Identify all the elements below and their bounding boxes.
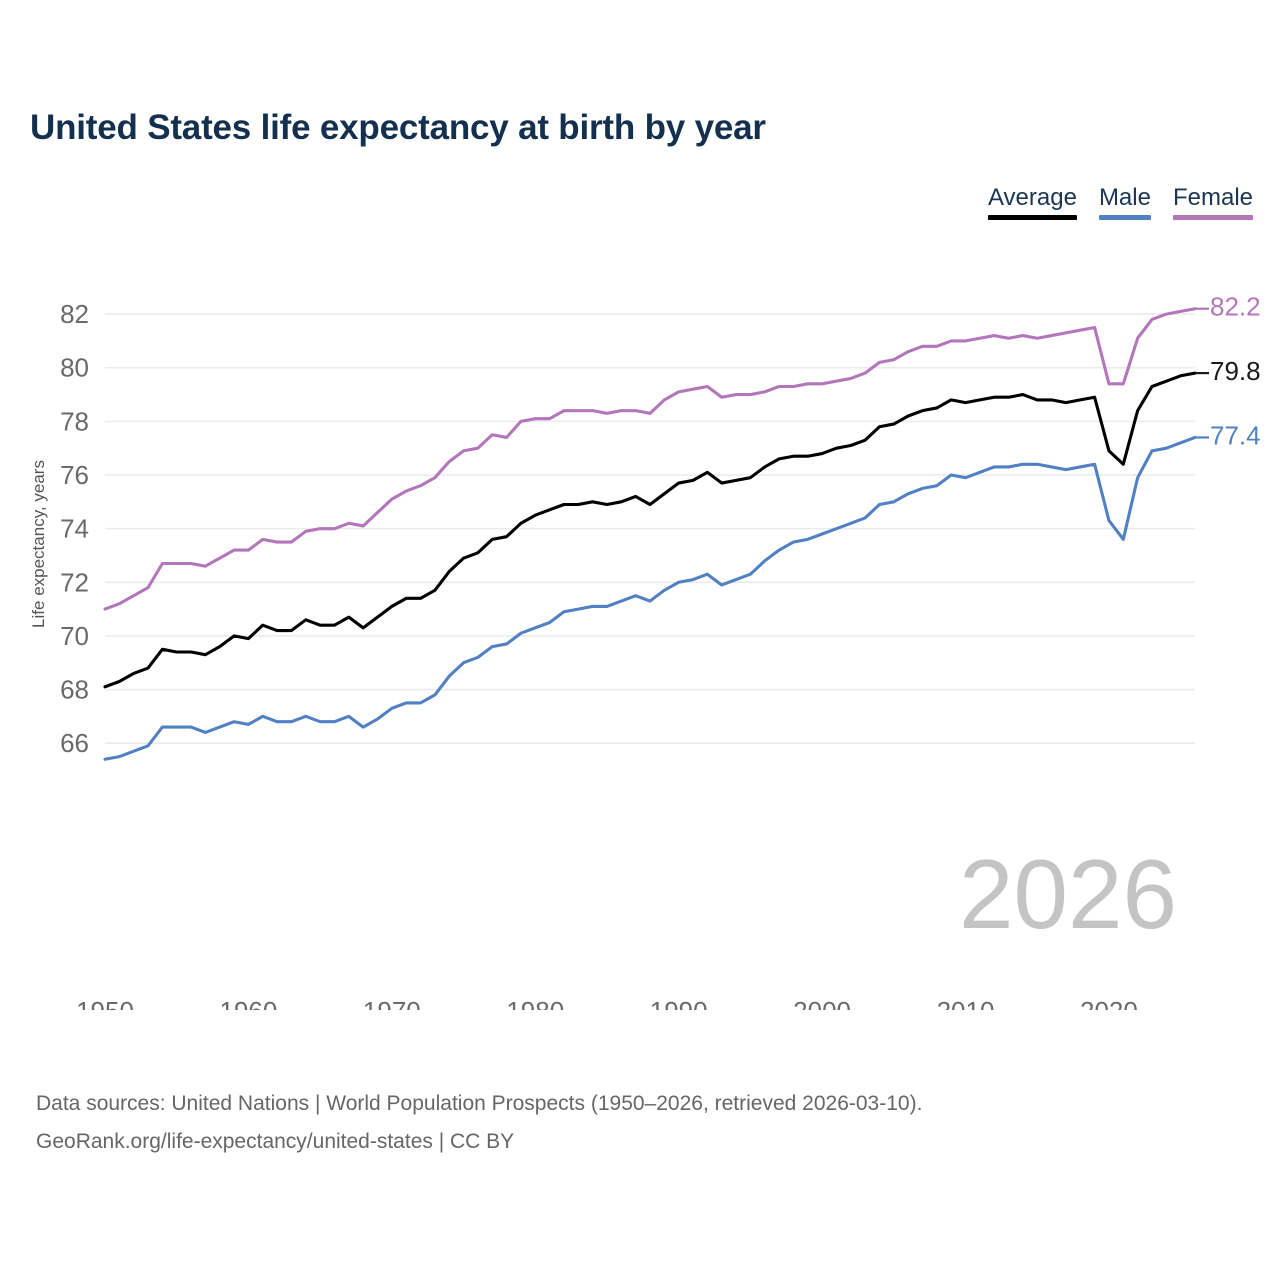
x-axis-tick-label: 1960 [219,996,277,1010]
year-watermark: 2026 [959,839,1177,949]
y-axis-tick-label: 68 [60,675,89,705]
chart-plot-area: 66 68 70 72 74 76 78 80 82 2026 1950 1960 1970 1980 19… [0,250,1280,1010]
y-axis-tick-label: 72 [60,567,89,597]
x-axis-tick-label: 2020 [1080,996,1138,1010]
legend-item-female[interactable]: Female [1172,184,1253,220]
y-axis-tick-label: 80 [60,353,89,383]
footer-line-sources: Data sources: United Nations | World Pop… [36,1092,923,1115]
x-axis-tick-label: 1970 [363,996,421,1010]
series-line-average [103,371,1197,689]
legend-swatch-female [1172,215,1253,220]
chart-legend: Average Male Female [987,184,1253,220]
y-axis-tick-label: 66 [60,728,89,758]
x-axis-tick-label: 1990 [650,996,708,1010]
legend-item-average[interactable]: Average [987,184,1077,220]
legend-swatch-average [987,215,1077,220]
footer-line-attribution: GeoRank.org/life-expectancy/united-state… [36,1130,515,1153]
y-axis-tick-label: 78 [60,406,89,436]
end-value-label-female: 82.2 [1210,292,1261,322]
series-line-male [103,435,1197,761]
legend-swatch-male [1098,215,1151,220]
y-axis-tick-label: 70 [60,621,89,651]
series-line-female [103,307,1197,611]
legend-item-male[interactable]: Male [1098,184,1151,220]
page-title: United States life expectancy at birth b… [30,108,766,147]
y-axis-tick-label: 76 [60,460,89,490]
legend-label-female: Female [1172,184,1253,211]
end-value-label-male: 77.4 [1210,420,1261,450]
y-axis-tick-label: 74 [60,514,89,544]
end-value-label-average: 79.8 [1210,356,1261,386]
x-axis-tick-label: 1950 [76,996,134,1010]
y-axis-title: Life expectancy, years [29,460,48,628]
chart-footer: Data sources: United Nations | World Pop… [36,1085,922,1161]
x-axis-tick-label: 2010 [937,996,995,1010]
legend-label-male: Male [1098,184,1151,211]
line-chart: 66 68 70 72 74 76 78 80 82 2026 1950 1960 1970 1980 19… [29,292,1261,1010]
legend-label-average: Average [987,184,1077,211]
x-axis-tick-label: 2000 [793,996,851,1010]
x-axis-tick-label: 1980 [506,996,564,1010]
y-axis-tick-label: 82 [60,299,89,329]
